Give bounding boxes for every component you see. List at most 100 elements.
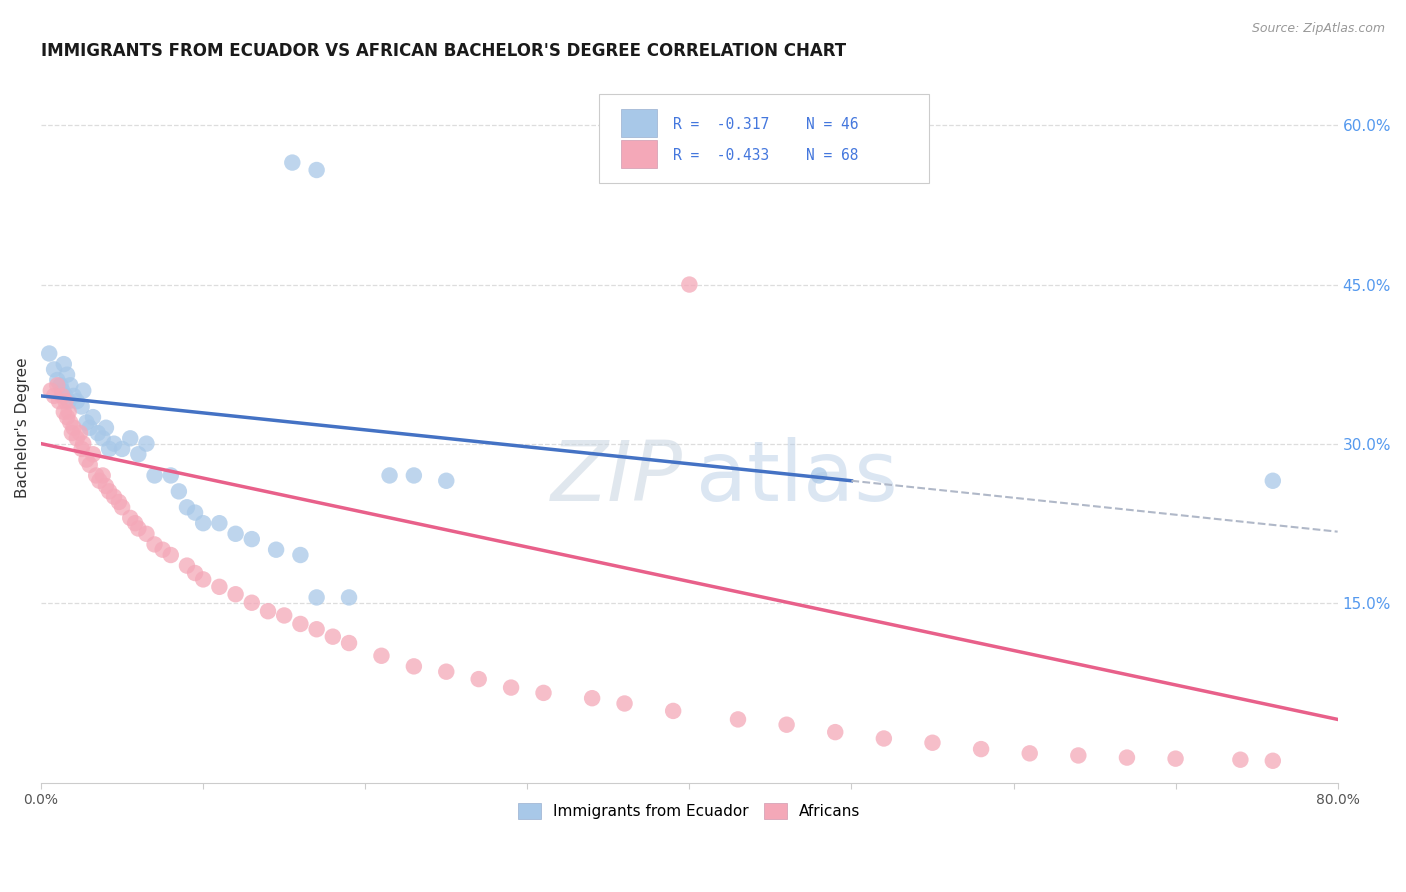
Point [290,616,312,631]
Point [51,384,73,398]
Point [42,362,65,376]
Point [56,368,79,382]
Point [72,384,94,398]
Point [337,636,360,650]
Point [240,532,263,546]
Text: ZIP: ZIP [551,437,683,518]
Point [59,378,82,392]
Point [143,537,166,551]
Point [55,394,77,409]
Point [1164,751,1187,765]
Point [120,431,142,445]
Point [103,436,125,450]
Point [873,731,896,746]
Point [402,468,425,483]
Text: N = 46: N = 46 [806,117,859,132]
Point [184,506,207,520]
Point [257,604,280,618]
Point [111,500,134,515]
Point [38,346,60,360]
Point [678,277,700,292]
Point [1261,754,1284,768]
Point [84,468,107,483]
Point [87,425,110,440]
Y-axis label: Bachelor's Degree: Bachelor's Degree [15,358,30,498]
Point [66,394,89,409]
Point [193,573,215,587]
Point [1116,750,1139,764]
Point [402,659,425,673]
Point [921,736,943,750]
Point [70,442,93,456]
Point [370,648,392,663]
Point [55,389,77,403]
Point [76,452,98,467]
Point [59,416,82,430]
Point [1067,748,1090,763]
Point [82,410,104,425]
Point [273,608,295,623]
Point [103,490,125,504]
Point [91,468,114,483]
Point [152,542,174,557]
Point [208,580,231,594]
Point [124,516,146,531]
Point [193,516,215,531]
Point [52,405,75,419]
Point [98,484,121,499]
Point [52,357,75,371]
Point [70,400,93,414]
Point [108,495,131,509]
Point [89,474,111,488]
Point [60,425,83,440]
Point [305,622,328,636]
Point [1229,753,1251,767]
Point [62,389,84,403]
Point [824,725,846,739]
Point [111,442,134,456]
Point [94,479,117,493]
Point [127,521,149,535]
Point [581,691,603,706]
Point [42,389,65,403]
Point [613,697,636,711]
Point [305,591,328,605]
Point [225,587,247,601]
Point [91,431,114,445]
Text: Source: ZipAtlas.com: Source: ZipAtlas.com [1251,22,1385,36]
Point [808,468,831,483]
Point [159,468,181,483]
Point [120,511,142,525]
Point [62,421,84,435]
Point [775,717,797,731]
Point [79,421,101,435]
Point [39,384,62,398]
Point [1261,474,1284,488]
Point [176,500,198,515]
Point [176,558,198,573]
Point [434,474,457,488]
Point [208,516,231,531]
Point [69,425,91,440]
Text: R =  -0.433: R = -0.433 [672,148,769,163]
Point [127,447,149,461]
FancyBboxPatch shape [620,140,657,169]
Point [46,378,69,392]
Point [135,436,157,450]
FancyBboxPatch shape [599,94,929,183]
Point [970,742,993,756]
Point [76,416,98,430]
Point [51,389,73,403]
Point [58,394,80,409]
Point [79,458,101,472]
Point [66,431,89,445]
Point [82,447,104,461]
Point [322,630,344,644]
Point [281,155,304,169]
Point [1018,747,1040,761]
Point [240,596,263,610]
Text: atlas: atlas [696,437,897,518]
Point [48,394,70,409]
Point [58,405,80,419]
Point [98,442,121,456]
